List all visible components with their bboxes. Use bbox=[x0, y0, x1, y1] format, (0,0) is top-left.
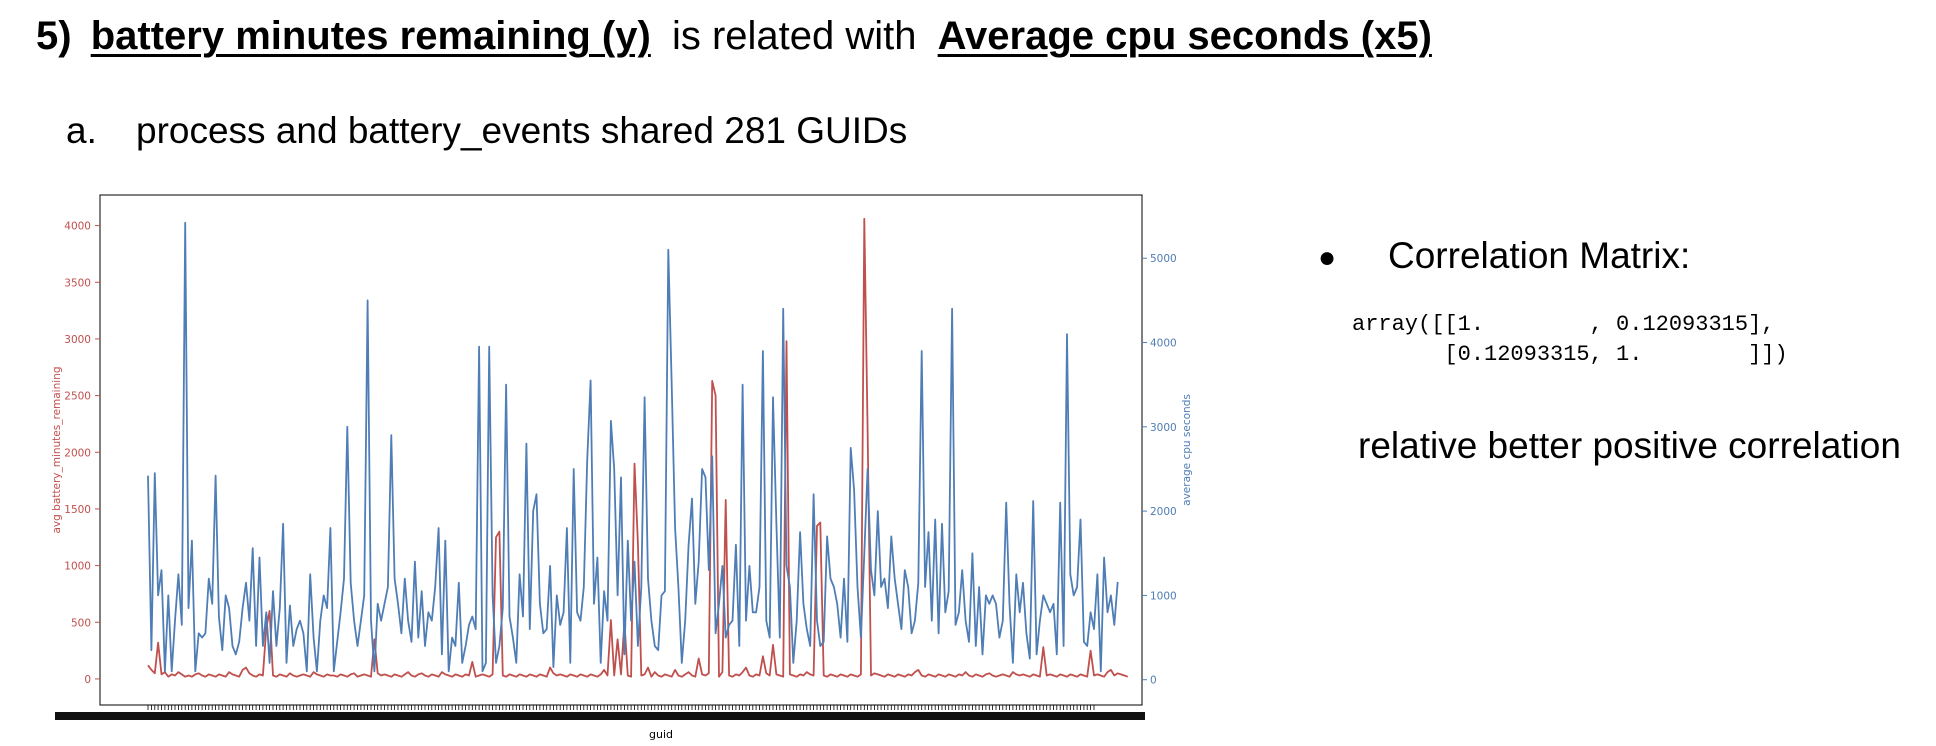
heading-x-variable: Average cpu seconds (x5) bbox=[937, 14, 1432, 58]
x-axis-label: guid bbox=[649, 728, 673, 740]
conclusion-text: relative better positive correlation bbox=[1358, 425, 1901, 466]
sub-point: a. process and battery_events shared 281 … bbox=[66, 110, 907, 152]
right-y-tick-label: 2000 bbox=[1150, 506, 1177, 518]
correlation-heading: Correlation Matrix: bbox=[1388, 235, 1691, 276]
sub-point-marker: a. bbox=[66, 110, 97, 151]
slide-number: 5) bbox=[36, 14, 72, 58]
slide-heading: 5) battery minutes remaining (y) is rela… bbox=[36, 14, 1432, 59]
right-y-axis-label: average cpu seconds bbox=[1181, 394, 1193, 506]
correlation-matrix-code: array([[1. , 0.12093315], [0.12093315, 1… bbox=[1352, 310, 1788, 370]
left-y-tick-label: 2000 bbox=[64, 447, 91, 459]
right-y-tick-label: 1000 bbox=[1150, 590, 1177, 602]
sub-point-text: process and battery_events shared 281 GU… bbox=[136, 110, 908, 151]
heading-y-variable: battery minutes remaining (y) bbox=[90, 14, 651, 58]
battery-minutes-series-line bbox=[147, 217, 1129, 678]
left-y-tick-label: 4000 bbox=[64, 221, 91, 233]
matrix-line-2: [0.12093315, 1. ]]) bbox=[1352, 342, 1788, 367]
matrix-line-1: array([[1. , 0.12093315], bbox=[1352, 312, 1775, 337]
left-y-tick-label: 1500 bbox=[64, 504, 91, 516]
right-y-tick-label: 4000 bbox=[1150, 338, 1177, 350]
x-tick-marks bbox=[147, 705, 1095, 710]
correlation-bullet: ● Correlation Matrix: bbox=[1318, 235, 1690, 277]
left-y-tick-label: 2500 bbox=[64, 391, 91, 403]
left-y-tick-label: 1000 bbox=[64, 561, 91, 573]
left-y-tick-label: 3500 bbox=[64, 277, 91, 289]
x-tick-labels-band bbox=[55, 712, 1145, 720]
left-y-axis-label: avg battery_minutes_remaining bbox=[51, 367, 63, 534]
right-y-tick-label: 3000 bbox=[1150, 422, 1177, 434]
right-y-tick-label: 0 bbox=[1150, 675, 1157, 687]
bullet-dot-icon: ● bbox=[1318, 241, 1337, 275]
dual-axis-line-chart: 0 500 1000 1500 2000 2500 3000 3500 4000 0 1000 200… bbox=[40, 185, 1200, 740]
right-y-tick-label: 5000 bbox=[1150, 253, 1177, 265]
left-y-tick-label: 0 bbox=[84, 674, 91, 686]
cpu-seconds-series-line bbox=[147, 221, 1119, 673]
left-y-tick-label: 3000 bbox=[64, 334, 91, 346]
heading-connector: is related with bbox=[671, 14, 917, 58]
left-y-tick-label: 500 bbox=[71, 617, 91, 629]
chart-svg: 0 500 1000 1500 2000 2500 3000 3500 4000 0 1000 200… bbox=[51, 194, 1193, 740]
